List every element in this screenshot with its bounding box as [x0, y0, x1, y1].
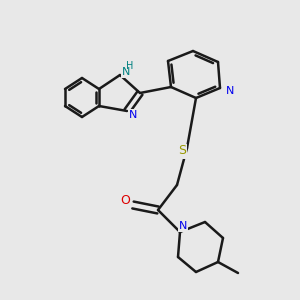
Text: H: H — [126, 61, 134, 71]
Text: N: N — [122, 67, 130, 77]
Text: N: N — [179, 221, 187, 231]
Text: S: S — [178, 145, 186, 158]
Text: N: N — [129, 110, 137, 120]
Text: O: O — [120, 194, 130, 208]
Text: N: N — [226, 86, 234, 96]
